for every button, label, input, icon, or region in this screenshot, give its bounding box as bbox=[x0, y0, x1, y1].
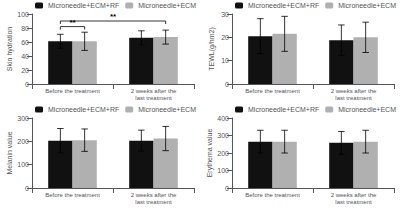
svg-text:Before the treatment: Before the treatment bbox=[45, 88, 100, 94]
svg-text:**: ** bbox=[69, 18, 76, 27]
svg-text:last treatment: last treatment bbox=[335, 95, 372, 101]
svg-text:2 weeks after the: 2 weeks after the bbox=[331, 192, 377, 198]
svg-text:0: 0 bbox=[25, 81, 29, 88]
svg-text:300: 300 bbox=[217, 132, 229, 139]
svg-text:TEWL(g/hm2): TEWL(g/hm2) bbox=[208, 27, 216, 71]
svg-text:20: 20 bbox=[221, 34, 229, 41]
svg-text:**: ** bbox=[110, 12, 117, 21]
svg-text:Microneedle+ECM+RF: Microneedle+ECM+RF bbox=[48, 2, 119, 9]
svg-text:Skin hydration: Skin hydration bbox=[6, 27, 14, 71]
svg-text:Before the treatment: Before the treatment bbox=[245, 88, 300, 94]
svg-text:Microneedle+ECM: Microneedle+ECM bbox=[338, 106, 396, 113]
svg-text:Microneedle+ECM: Microneedle+ECM bbox=[338, 2, 396, 9]
svg-text:400: 400 bbox=[217, 115, 229, 122]
svg-text:Before the treatment: Before the treatment bbox=[245, 192, 300, 198]
svg-text:80: 80 bbox=[21, 25, 29, 32]
svg-text:60: 60 bbox=[21, 39, 29, 46]
svg-text:last treatment: last treatment bbox=[335, 199, 372, 205]
svg-text:Microneedle+ECM: Microneedle+ECM bbox=[138, 106, 196, 113]
svg-text:Microneedle+ECM: Microneedle+ECM bbox=[138, 2, 196, 9]
svg-text:last treatment: last treatment bbox=[135, 199, 172, 205]
svg-text:Microneedle+ECM+RF: Microneedle+ECM+RF bbox=[48, 106, 119, 113]
svg-text:0: 0 bbox=[25, 185, 29, 192]
svg-text:2 weeks after the: 2 weeks after the bbox=[131, 88, 177, 94]
svg-text:10: 10 bbox=[221, 57, 229, 64]
svg-text:40: 40 bbox=[21, 53, 29, 60]
svg-text:200: 200 bbox=[17, 138, 29, 145]
svg-text:last treatment: last treatment bbox=[135, 95, 172, 101]
svg-text:2 weeks after the: 2 weeks after the bbox=[331, 88, 377, 94]
svg-text:100: 100 bbox=[17, 11, 29, 18]
svg-text:100: 100 bbox=[17, 161, 29, 168]
svg-text:30: 30 bbox=[221, 11, 229, 18]
svg-text:100: 100 bbox=[217, 167, 229, 174]
svg-text:0: 0 bbox=[225, 185, 229, 192]
svg-text:0: 0 bbox=[225, 81, 229, 88]
svg-text:Melanin value: Melanin value bbox=[6, 131, 13, 174]
svg-text:2 weeks after the: 2 weeks after the bbox=[131, 192, 177, 198]
svg-text:Microneedle+ECM+RF: Microneedle+ECM+RF bbox=[248, 2, 319, 9]
svg-text:300: 300 bbox=[17, 115, 29, 122]
svg-text:200: 200 bbox=[217, 150, 229, 157]
svg-text:Erythema value: Erythema value bbox=[206, 129, 214, 178]
svg-text:20: 20 bbox=[21, 67, 29, 74]
svg-text:Before the treatment: Before the treatment bbox=[45, 192, 100, 198]
svg-text:Microneedle+ECM+RF: Microneedle+ECM+RF bbox=[248, 106, 319, 113]
